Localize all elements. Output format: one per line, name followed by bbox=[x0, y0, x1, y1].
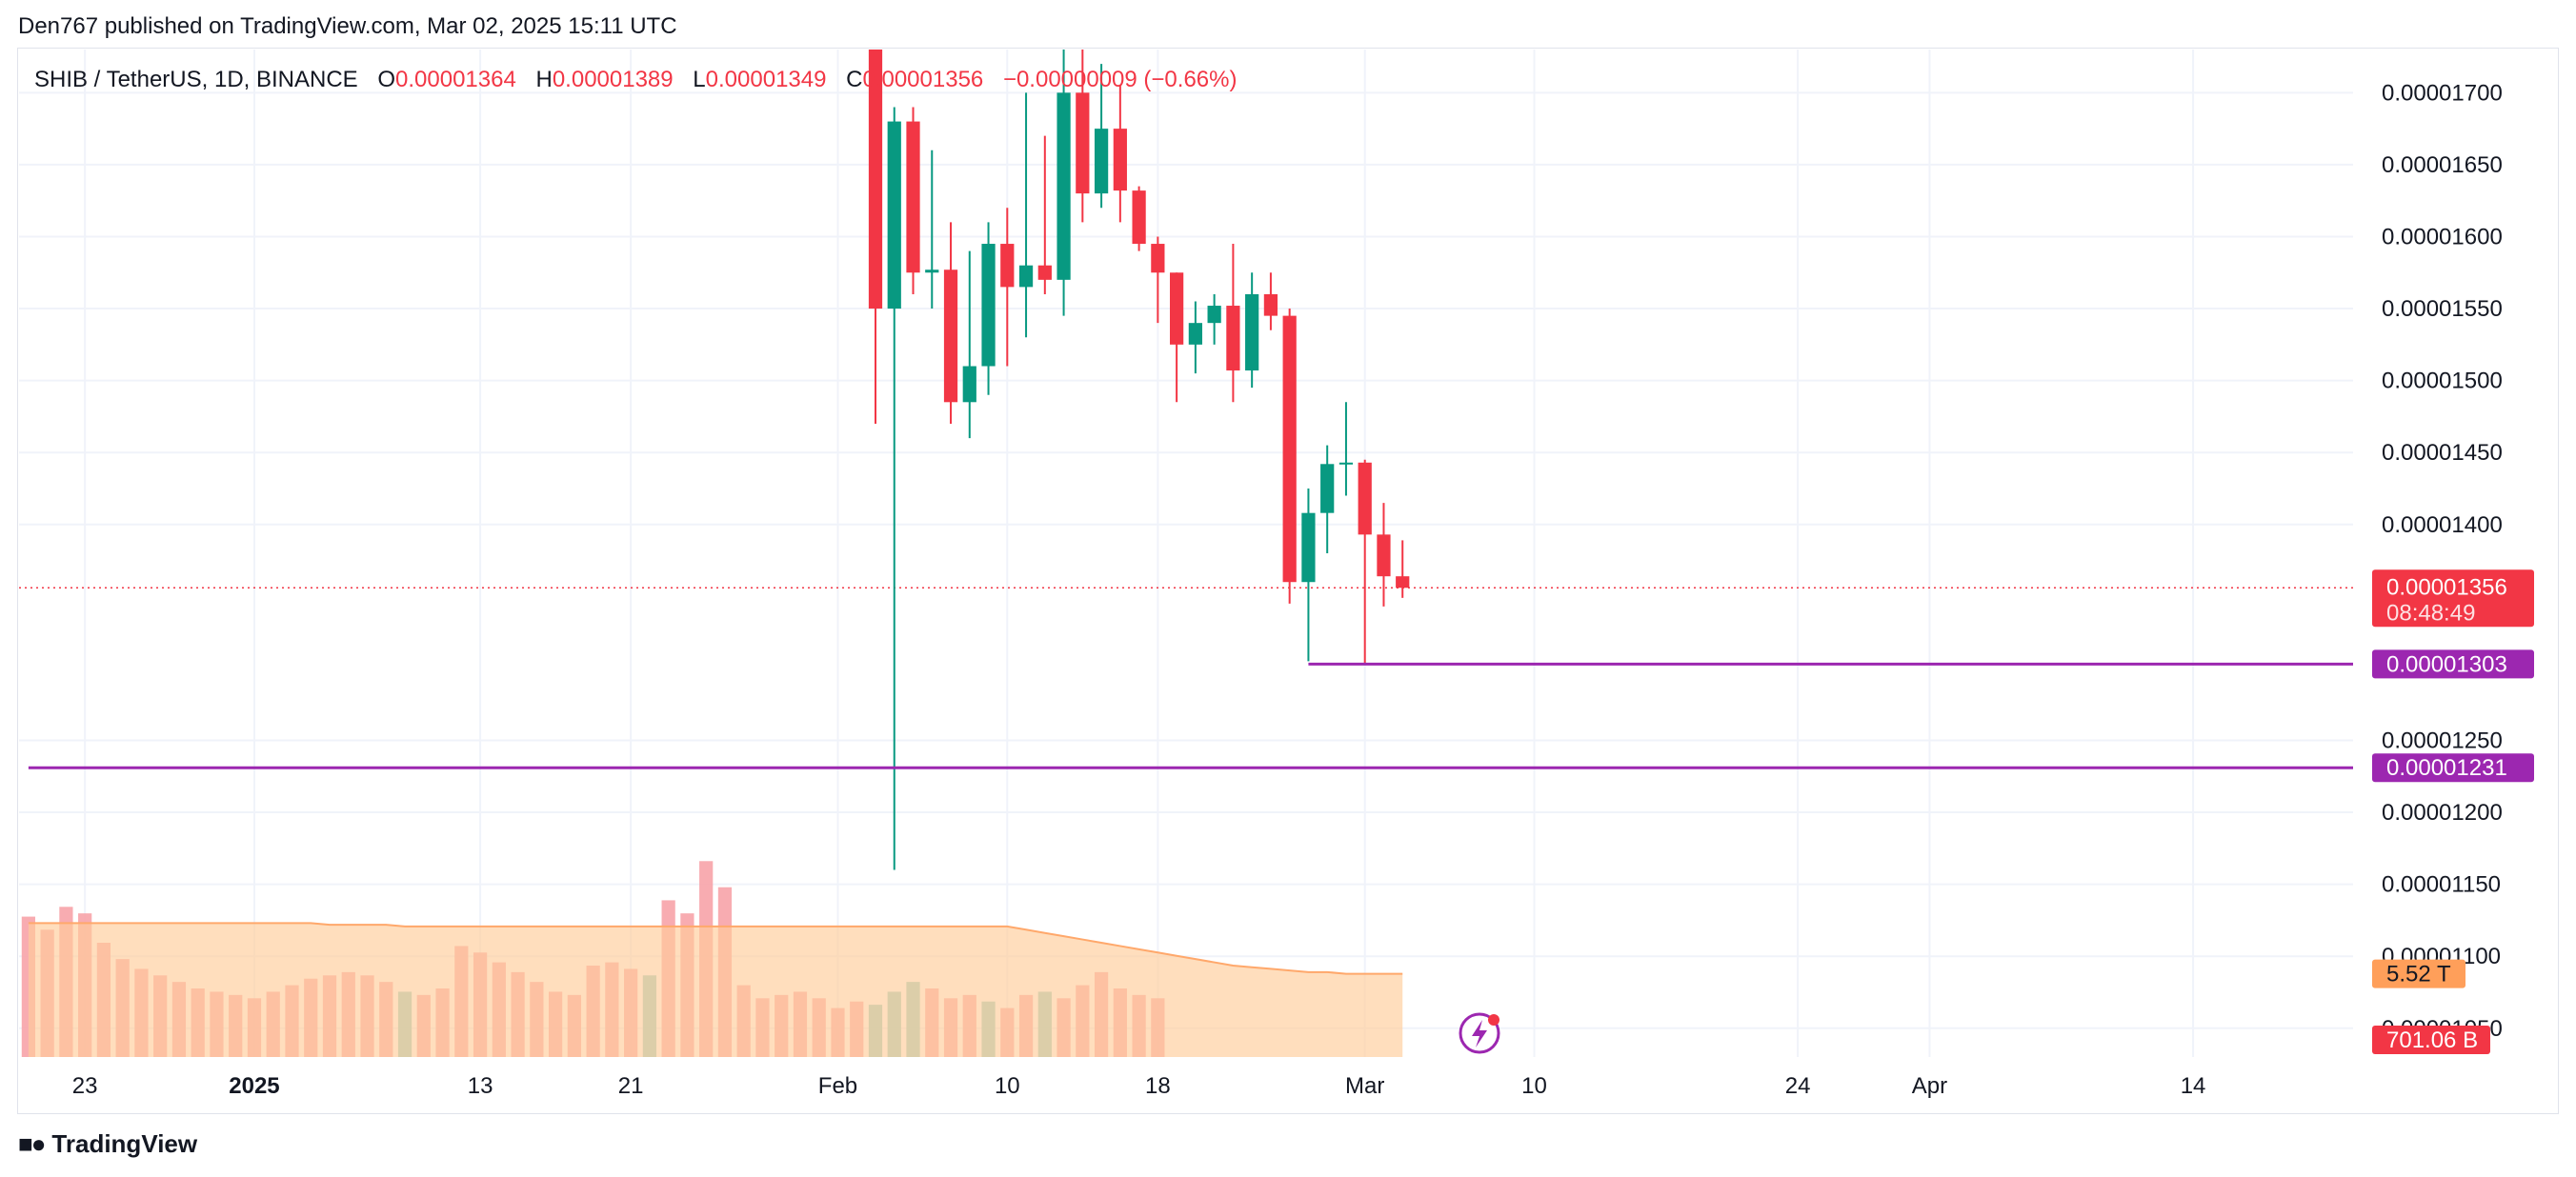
candle-up[interactable] bbox=[1018, 265, 1034, 288]
candle-down[interactable] bbox=[868, 0, 883, 309]
candle-down[interactable] bbox=[1170, 272, 1184, 345]
x-tick-label: 24 bbox=[1785, 1073, 1811, 1099]
publisher-line: Den767 published on TradingView.com, Mar… bbox=[18, 13, 677, 39]
candle-down[interactable] bbox=[1037, 265, 1052, 280]
change-value: −0.00000009 (−0.66%) bbox=[1002, 67, 1238, 92]
candle-down[interactable] bbox=[1377, 534, 1391, 577]
candle-up[interactable] bbox=[1245, 293, 1259, 371]
y-tick-label: 0.00001150 bbox=[2382, 872, 2501, 898]
bolt-icon-glyph bbox=[1472, 1020, 1487, 1047]
x-tick-label: 23 bbox=[72, 1073, 98, 1099]
x-tick-label: 18 bbox=[1145, 1073, 1171, 1099]
candle-up[interactable] bbox=[1094, 129, 1109, 194]
candle-down[interactable] bbox=[1358, 462, 1372, 535]
candle-down[interactable] bbox=[943, 269, 958, 403]
candle-up[interactable] bbox=[1188, 323, 1202, 345]
candle-up[interactable] bbox=[981, 244, 996, 367]
candle-down[interactable] bbox=[1226, 306, 1240, 371]
open-value: 0.00001364 bbox=[395, 67, 516, 92]
y-tick-label: 0.00001250 bbox=[2382, 728, 2503, 753]
y-tick-label: 0.00001650 bbox=[2382, 152, 2503, 178]
volume-ma-badge bbox=[2372, 959, 2465, 988]
candle-up[interactable] bbox=[962, 366, 976, 403]
candle-up[interactable] bbox=[1301, 512, 1316, 583]
x-tick-label: 2025 bbox=[229, 1073, 279, 1099]
y-tick-label: 0.00001600 bbox=[2382, 224, 2503, 249]
candle-down[interactable] bbox=[906, 121, 920, 273]
close-label: C bbox=[846, 67, 863, 92]
tradingview-logo[interactable]: ■● TradingView bbox=[18, 1129, 197, 1159]
level-price-badge-value: 0.00001303 bbox=[2386, 651, 2507, 677]
level-price-badge-value: 0.00001231 bbox=[2386, 755, 2507, 781]
volume-ma-badge-value: 5.52 T bbox=[2386, 962, 2451, 987]
level-price-badge bbox=[2372, 649, 2534, 679]
current-price-badge-value: 0.00001356 bbox=[2386, 574, 2507, 600]
bar-countdown: 08:48:49 bbox=[2386, 600, 2475, 626]
y-tick-label: 0.00001400 bbox=[2382, 512, 2503, 538]
low-label: L bbox=[693, 67, 706, 92]
x-tick-label: Feb bbox=[818, 1073, 857, 1099]
x-tick-label: 21 bbox=[618, 1073, 644, 1099]
high-value: 0.00001389 bbox=[552, 67, 674, 92]
candle-down[interactable] bbox=[1282, 315, 1297, 583]
x-tick-label: Mar bbox=[1345, 1073, 1384, 1099]
candle-down[interactable] bbox=[1263, 293, 1278, 316]
candle-up[interactable] bbox=[1338, 462, 1354, 465]
candle-down[interactable] bbox=[1132, 190, 1146, 245]
x-tick-label: 10 bbox=[995, 1073, 1020, 1099]
volume-badge-value: 701.06 B bbox=[2386, 1027, 2478, 1053]
candle-up[interactable] bbox=[1320, 464, 1335, 513]
chart-frame bbox=[17, 48, 2559, 1114]
high-label: H bbox=[535, 67, 553, 92]
tradingview-brand: TradingView bbox=[51, 1129, 198, 1158]
volume-ma-area bbox=[28, 923, 1403, 1057]
open-label: O bbox=[377, 67, 396, 92]
candle-down[interactable] bbox=[1396, 576, 1410, 588]
y-tick-label: 0.00001700 bbox=[2382, 80, 2503, 106]
candle-down[interactable] bbox=[1151, 244, 1165, 273]
x-tick-label: 14 bbox=[2181, 1073, 2206, 1099]
x-tick-label: Apr bbox=[1912, 1073, 1947, 1099]
candle-down[interactable] bbox=[1076, 92, 1090, 194]
low-value: 0.00001349 bbox=[705, 67, 827, 92]
current-price-badge bbox=[2372, 569, 2534, 628]
candle-up[interactable] bbox=[887, 121, 901, 309]
y-tick-label: 0.00001200 bbox=[2382, 800, 2503, 826]
symbol-title[interactable]: SHIB / TetherUS, 1D, BINANCE bbox=[34, 67, 358, 92]
candle-down[interactable] bbox=[1000, 244, 1015, 288]
level-price-badge bbox=[2372, 753, 2534, 783]
x-tick-label: 10 bbox=[1521, 1073, 1547, 1099]
candle-down[interactable] bbox=[1113, 129, 1127, 191]
candle-up[interactable] bbox=[925, 269, 939, 273]
y-tick-label: 0.00001450 bbox=[2382, 440, 2503, 466]
volume-badge bbox=[2372, 1026, 2490, 1054]
tradingview-logo-icon: ■● bbox=[18, 1129, 46, 1158]
x-tick-label: 13 bbox=[468, 1073, 493, 1099]
close-value: 0.00001356 bbox=[862, 67, 984, 92]
candles-group bbox=[868, 0, 1410, 870]
candle-up[interactable] bbox=[1057, 92, 1071, 280]
ohlc-legend: SHIB / TetherUS, 1D, BINANCE O0.00001364… bbox=[34, 67, 1237, 93]
candle-up[interactable] bbox=[1207, 306, 1221, 324]
y-tick-label: 0.00001500 bbox=[2382, 369, 2503, 394]
notification-dot bbox=[1488, 1014, 1499, 1026]
volume-ma-line bbox=[28, 922, 1403, 975]
y-tick-label: 0.00001550 bbox=[2382, 296, 2503, 322]
